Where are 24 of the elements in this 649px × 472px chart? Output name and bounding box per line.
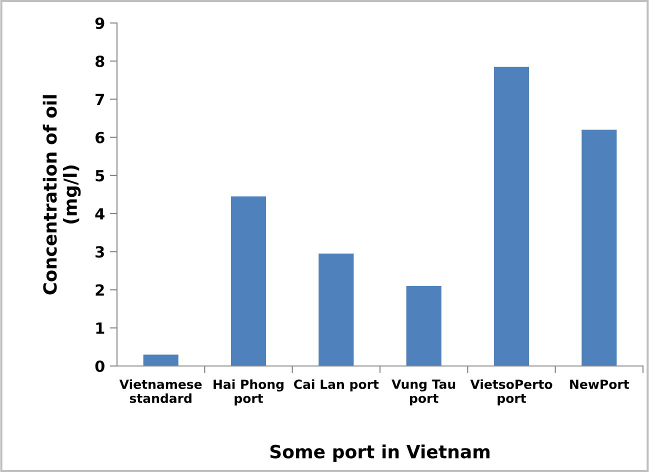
x-tick-label: NewPort <box>570 380 630 390</box>
x-tick-label: Cai Lan port <box>294 379 379 392</box>
y-tick-label: 9 <box>95 17 104 30</box>
y-tick-label: 1 <box>96 322 104 334</box>
bar <box>230 196 266 366</box>
x-tick-label: Vietnamese standard <box>119 379 202 404</box>
y-tick-label: 7 <box>96 94 104 106</box>
y-tick-label: 8 <box>96 56 104 68</box>
x-axis-title: Some port in Vietnam <box>270 444 490 462</box>
bar <box>318 254 354 366</box>
y-tick-label: 5 <box>96 170 104 182</box>
bar <box>143 354 178 366</box>
bar <box>494 66 530 366</box>
x-tick-label: VietsoPerto port <box>470 379 552 406</box>
y-tick-label: 3 <box>96 246 104 258</box>
y-tick-label: 2 <box>96 284 104 296</box>
y-axis-title: Concentration of oil (mg/l) <box>42 95 81 294</box>
bar <box>582 130 617 366</box>
bar <box>406 286 442 366</box>
y-tick-label: 6 <box>96 132 104 144</box>
x-tick-label: Vung Tau port <box>392 380 456 406</box>
y-tick-label: 4 <box>95 208 104 220</box>
y-tick-label: 0 <box>95 360 104 372</box>
x-tick-label: Hai Phong port <box>214 379 284 406</box>
